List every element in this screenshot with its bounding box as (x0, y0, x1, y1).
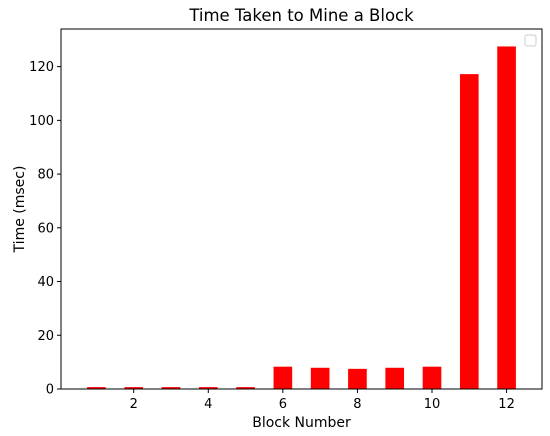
bar-block-3 (161, 387, 181, 389)
y-tick-label: 40 (37, 275, 54, 290)
x-axis-label: Block Number (252, 415, 351, 431)
x-axis: 2 4 6 8 10 12 (130, 389, 515, 412)
y-axis: 0 20 40 60 80 100 120 (29, 60, 61, 398)
y-tick-label: 120 (29, 60, 54, 75)
y-tick-label: 100 (29, 114, 54, 129)
x-tick-label: 2 (130, 397, 138, 412)
x-tick-label: 4 (204, 397, 212, 412)
bar-block-4 (198, 387, 218, 389)
bar-block-11 (459, 74, 479, 389)
bar-block-6 (273, 366, 293, 389)
x-tick-label: 6 (279, 397, 287, 412)
y-tick-label: 20 (37, 329, 54, 344)
bar-block-7 (310, 367, 330, 389)
y-tick-label: 60 (37, 221, 54, 236)
legend-box (524, 34, 537, 47)
x-tick-label: 10 (424, 397, 441, 412)
bars-group (87, 46, 516, 390)
bar-block-2 (124, 387, 144, 389)
bar-block-9 (385, 367, 405, 389)
y-tick-label: 80 (37, 168, 54, 183)
plot-frame (60, 28, 543, 390)
bar-block-5 (236, 387, 255, 389)
y-tick-label: 0 (46, 383, 54, 398)
chart-title: Time Taken to Mine a Block (188, 6, 414, 25)
bar-block-8 (348, 368, 367, 389)
y-axis-label: Time (msec) (12, 166, 28, 254)
bar-block-10 (422, 366, 442, 389)
x-tick-label: 8 (353, 397, 361, 412)
x-tick-label: 12 (498, 397, 515, 412)
bar-block-1 (87, 387, 106, 389)
bar-block-12 (497, 46, 516, 390)
